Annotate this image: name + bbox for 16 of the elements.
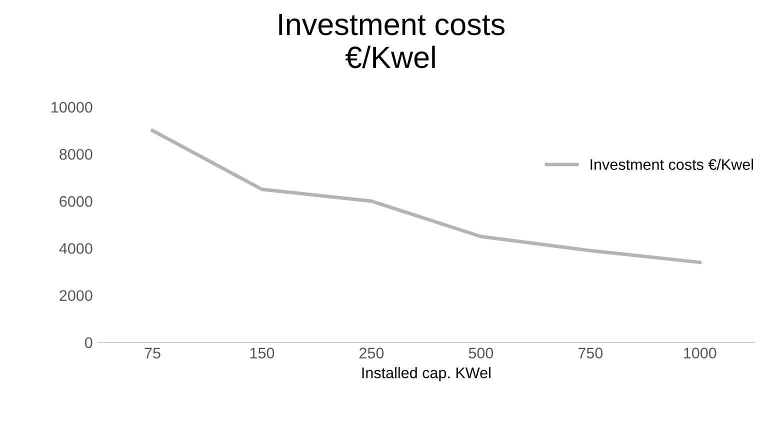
y-tick-label: 6000	[60, 196, 92, 207]
x-tick-label: 1000	[684, 348, 716, 358]
legend-label: Investment costs €/Kwel	[590, 158, 754, 170]
y-tick-label: 0	[84, 337, 92, 348]
x-tick-label: 75	[144, 348, 160, 358]
line-series	[150, 128, 702, 264]
x-tick-label: 500	[468, 348, 494, 358]
y-tick-label: 8000	[60, 148, 92, 160]
x-tick-label: 750	[578, 348, 603, 358]
x-tick-label: 250	[359, 348, 384, 358]
y-tick-label: 2000	[60, 290, 92, 302]
chart-title: Investment costs €/Kwel	[279, 14, 505, 68]
x-tick-label: 150	[250, 348, 274, 358]
y-tick-label: 10000	[52, 102, 92, 113]
x-axis-title: Installed cap. KWel	[362, 367, 490, 382]
y-tick-label: 4000	[59, 243, 92, 254]
